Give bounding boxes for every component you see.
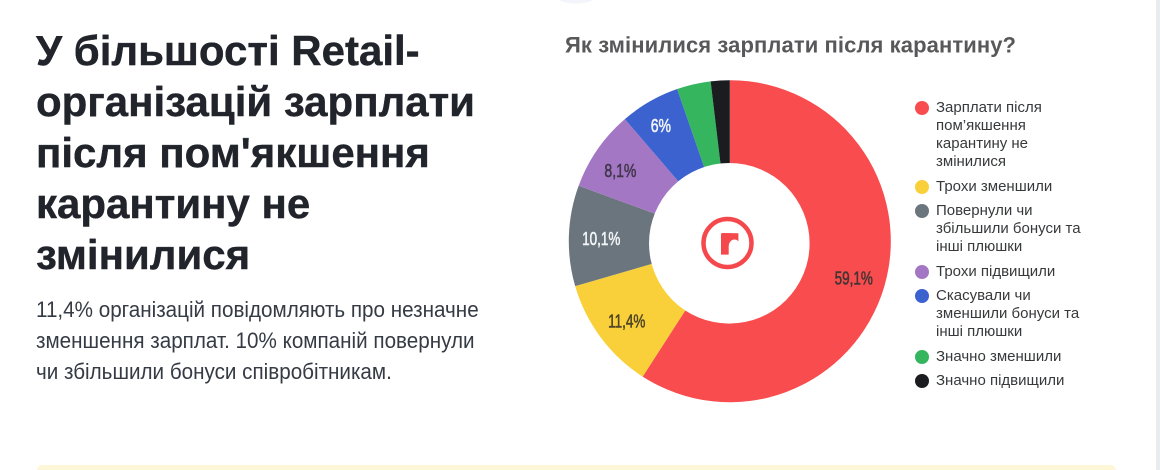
svg-text:59,1%: 59,1% [835,269,873,290]
svg-text:Як змінилися зарплати після ка: Як змінилися зарплати після карантину? [565,33,1016,58]
svg-text:10,1%: 10,1% [582,229,620,250]
svg-text:8,1%: 8,1% [604,161,636,181]
svg-text:11,4%: 11,4% [608,312,645,333]
svg-text:6%: 6% [651,116,672,136]
